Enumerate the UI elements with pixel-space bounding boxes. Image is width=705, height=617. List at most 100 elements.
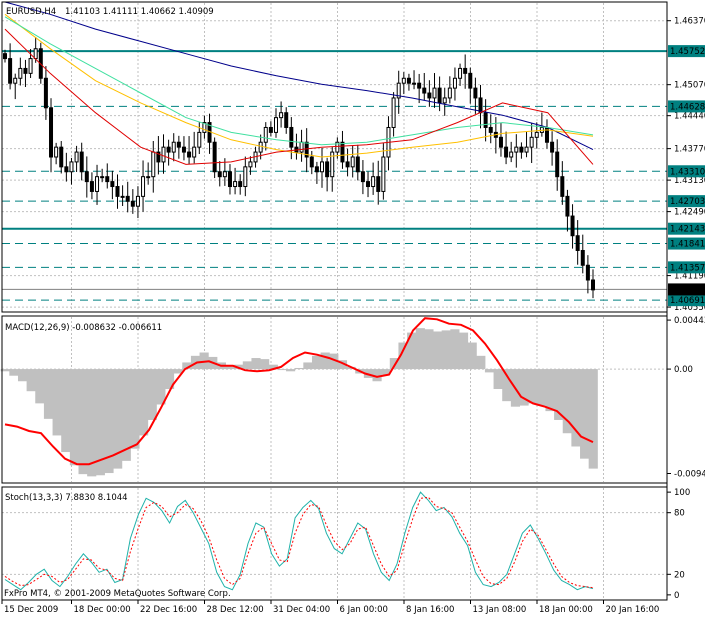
macd-histogram-bar (87, 369, 97, 477)
candle-body (422, 87, 427, 94)
candle-body (309, 156, 314, 168)
footer-copyright: FxPro MT4, © 2001-2009 MetaQuotes Softwa… (4, 589, 231, 599)
level-label: 1.42703 (670, 197, 705, 207)
stoch-tick-label: 0 (674, 591, 679, 601)
candle-body (437, 87, 442, 104)
candle-body (69, 161, 74, 173)
moving-average-line (4, 28, 594, 165)
candle-body (427, 92, 432, 99)
macd-histogram-bar (104, 369, 114, 474)
candle-body (417, 82, 422, 89)
candle-body (43, 77, 48, 109)
candle-body (187, 151, 192, 158)
current-price-label: 1.40909 (670, 285, 705, 295)
candle-body (360, 171, 365, 183)
candle-body (376, 176, 381, 192)
time-label: 20 Jan 16:00 (606, 605, 660, 615)
candle-body (3, 53, 7, 60)
candle-body (28, 58, 33, 74)
macd-histogram-bar (441, 330, 451, 370)
candle-body (176, 141, 181, 148)
candle-body (263, 126, 268, 143)
price-tick-label: 1.43770 (674, 145, 705, 155)
level-label: 1.43310 (670, 167, 705, 177)
macd-histogram-bar (502, 369, 512, 402)
price-tick-label: 1.43130 (674, 176, 705, 186)
macd-histogram-bar (173, 369, 183, 374)
macd-histogram-bar (78, 369, 88, 475)
macd-tick-label: -0.00944 (674, 469, 705, 479)
level-label-box (668, 165, 705, 178)
candle-body (325, 161, 330, 178)
candle-body (289, 126, 294, 148)
time-label: 8 Jan 16:00 (406, 605, 454, 615)
level-label-box (668, 100, 705, 113)
candle-body (273, 117, 278, 133)
candle-body (171, 141, 176, 153)
level-label-box (668, 261, 705, 274)
candle-body (458, 67, 463, 79)
price-tick-label: 1.46370 (674, 17, 705, 27)
level-label-box (668, 237, 705, 250)
candle-body (560, 176, 565, 197)
current-price-box (668, 283, 705, 296)
candle-body (233, 181, 238, 188)
macd-histogram-bar (251, 358, 261, 370)
macd-histogram-bar (528, 369, 538, 404)
candle-body (54, 146, 59, 158)
candle-body (483, 112, 488, 128)
macd-histogram-bar (554, 369, 564, 420)
candle-body (105, 176, 110, 183)
candle-body (49, 107, 54, 158)
candle-body (534, 131, 539, 138)
macd-histogram-bar (147, 369, 157, 420)
macd-histogram-bar (268, 364, 278, 370)
stoch-label: Stoch(13,3,3) 7.8830 8.1044 (5, 493, 128, 503)
candle-body (406, 77, 411, 84)
macd-signal-line (4, 317, 594, 466)
candle-body (498, 136, 503, 148)
candle-body (238, 181, 243, 188)
candle-body (473, 87, 478, 99)
price-tick-label: 1.44440 (674, 112, 705, 122)
macd-histogram-bar (571, 369, 581, 447)
candle-body (570, 215, 575, 237)
candle-body (84, 171, 89, 183)
time-label: 15 Dec 2009 (4, 605, 58, 615)
time-label: 28 Dec 12:00 (207, 605, 264, 615)
macd-histogram-bar (17, 369, 28, 382)
candle-body (115, 186, 120, 197)
candle-body (447, 87, 452, 99)
macd-histogram-bar (52, 369, 62, 436)
macd-histogram-bar (156, 369, 166, 405)
candle-body (299, 141, 304, 153)
candle-body (18, 67, 23, 79)
macd-histogram-bar (476, 355, 486, 370)
candle-body (243, 166, 248, 188)
candle-body (391, 97, 396, 128)
candle-body (509, 151, 514, 158)
ohlc-readout: 1.41103 1.41111 1.40662 1.40909 (65, 7, 214, 17)
macd-histogram-bar (311, 355, 322, 370)
stoch-tick-label: 20 (674, 570, 685, 580)
price-tick-label: 1.42490 (674, 208, 705, 218)
candle-body (585, 264, 590, 281)
candle-body (161, 146, 166, 163)
level-label: 1.45752 (670, 47, 705, 57)
moving-average-line (4, 13, 594, 158)
macd-histogram-bar (415, 328, 425, 370)
macd-histogram-bar (458, 332, 469, 370)
macd-histogram-bar (450, 329, 460, 370)
candle-body (381, 156, 386, 192)
macd-tick-label: 0.00443 (674, 316, 705, 326)
candle-body (268, 126, 273, 133)
candle-body (222, 171, 227, 178)
macd-histogram-bar (95, 369, 105, 476)
macd-histogram-bar (242, 361, 252, 370)
macd-histogram-bar (337, 360, 348, 370)
macd-histogram-bar (164, 369, 175, 389)
candle-body (580, 249, 585, 266)
level-label: 1.41841 (670, 240, 705, 250)
macd-histogram-bar (407, 332, 417, 370)
